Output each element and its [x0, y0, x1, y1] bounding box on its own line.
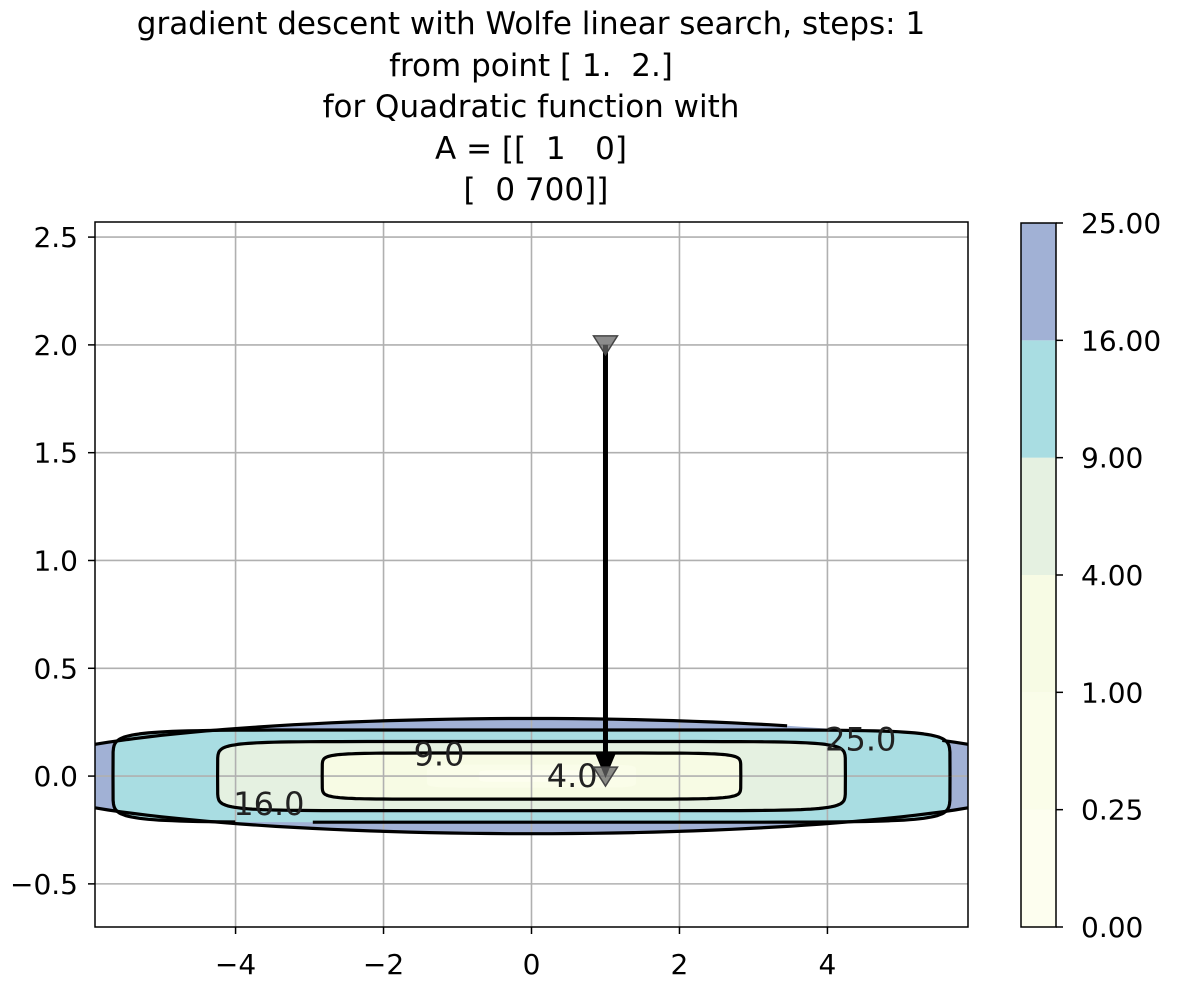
colorbar-band-0	[1021, 809, 1056, 927]
contour-label-16: 16.0	[233, 785, 304, 823]
contour-line-16-seg-0	[111, 728, 952, 824]
trajectory-arrowhead	[595, 754, 616, 779]
contour-line-9-seg-0	[216, 739, 847, 813]
y-tick-label-0: 0.0	[33, 760, 78, 793]
contour-labels: 4.0 9.0 16.0 25.0	[233, 720, 896, 823]
colorbar-band-0.25	[1021, 692, 1056, 810]
contour-line-25-seg-1	[95, 716, 968, 836]
grid-lines	[95, 222, 968, 927]
x-tick-label--2: −2	[363, 948, 404, 981]
colorbar: 0.00 0.25 1.00 4.00 9.00 16.00 25.00	[1020, 207, 1161, 944]
contour-label-4: 4.0	[547, 757, 598, 795]
trajectory-marker-0	[592, 335, 619, 357]
colorbar-band-1	[1021, 575, 1056, 693]
colorbar-band-4	[1021, 457, 1056, 575]
contour-label-9: 9.0	[414, 736, 465, 774]
colorbar-tick-label-4: 4.00	[1081, 559, 1143, 592]
x-tick-label-2: 2	[671, 948, 689, 981]
title-line-3: for Quadratic function with	[322, 89, 740, 125]
title-line-1: gradient descent with Wolfe linear searc…	[136, 6, 926, 42]
y-tick-label--0.5: −0.5	[10, 868, 78, 901]
contour-label-25: 25.0	[825, 720, 896, 758]
colorbar-band-16	[1021, 223, 1056, 341]
y-tick-label-1.5: 1.5	[33, 437, 78, 470]
colorbar-tick-label-25: 25.00	[1081, 207, 1161, 240]
title-line-5: [ 0 700]]	[453, 172, 609, 208]
colorbar-band-9	[1021, 340, 1056, 458]
y-tick-label-2: 2.0	[33, 329, 78, 362]
title-line-4: A = [[ 1 0]	[435, 130, 627, 167]
title-line-2: from point [ 1. 2.]	[389, 47, 673, 84]
y-tick-label-1: 1.0	[33, 544, 78, 577]
contour-line-4-seg-0	[320, 751, 743, 801]
trajectory	[592, 335, 619, 788]
y-tick-label-0.5: 0.5	[33, 652, 78, 685]
chart-title: gradient descent with Wolfe linear searc…	[0, 4, 1062, 212]
axis-ticks: −4 −2 0 2 4 −0.5 0.0 0.5 1.0 1.5 2.0 2.5	[10, 221, 836, 981]
colorbar-tick-label-16: 16.00	[1081, 324, 1161, 357]
x-tick-label--4: −4	[215, 948, 256, 981]
colorbar-tick-label-0.25: 0.25	[1081, 794, 1143, 827]
trajectory-marker-1	[592, 766, 619, 788]
y-tick-label-2.5: 2.5	[33, 221, 78, 254]
colorbar-tick-label-9: 9.00	[1081, 442, 1143, 475]
contour-lines	[95, 716, 968, 836]
x-tick-label-0: 0	[523, 948, 541, 981]
colorbar-tick-label-0: 0.00	[1081, 911, 1143, 944]
colorbar-tick-label-1: 1.00	[1081, 676, 1143, 709]
x-tick-label-4: 4	[819, 948, 837, 981]
